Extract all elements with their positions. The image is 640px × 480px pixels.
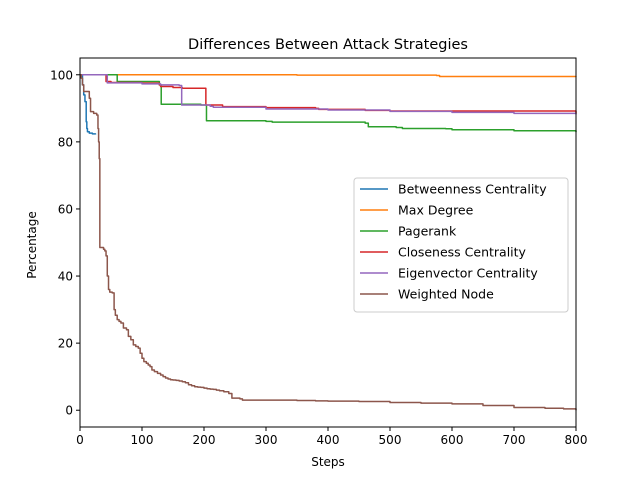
y-tick-label: 40 (58, 270, 73, 284)
y-tick-label: 60 (58, 202, 73, 216)
legend-box (353, 177, 569, 313)
x-tick-label: 100 (131, 433, 154, 447)
x-tick-label: 0 (76, 433, 84, 447)
series-line-3 (80, 74, 577, 114)
series-line-4 (80, 74, 577, 115)
x-tick-label: 600 (441, 433, 464, 447)
ticks-layer: 0 100 200 300 400 500 600 700 800 0 20 40 60 80 100 (50, 68, 587, 447)
x-axis-label: Steps (311, 455, 345, 469)
chart-title: Differences Between Attack Strategies (188, 37, 468, 53)
legend: Betweenness Centrality Max Degree Pagerank… (353, 177, 569, 313)
y-axis-label: Percentage (25, 211, 39, 279)
series-layer (80, 74, 577, 411)
legend-entry: Max Degree (398, 203, 474, 218)
y-tick-label: 100 (50, 68, 73, 82)
y-tick-label: 80 (58, 135, 73, 149)
y-tick-label: 0 (65, 404, 73, 418)
x-tick-label: 200 (193, 433, 216, 447)
series-line-1 (80, 74, 577, 78)
x-tick-label: 300 (255, 433, 278, 447)
legend-entry: Betweenness Centrality (398, 182, 547, 197)
series-line-5 (80, 74, 577, 411)
legend-entry: Pagerank (398, 224, 457, 239)
x-tick-label: 400 (317, 433, 340, 447)
x-tick-label: 500 (379, 433, 402, 447)
y-tick-label: 20 (58, 337, 73, 351)
x-tick-label: 800 (565, 433, 588, 447)
legend-entry: Weighted Node (398, 287, 494, 302)
legend-entry: Eigenvector Centrality (398, 266, 538, 281)
legend-entry: Closeness Centrality (398, 245, 527, 260)
x-tick-label: 700 (503, 433, 526, 447)
